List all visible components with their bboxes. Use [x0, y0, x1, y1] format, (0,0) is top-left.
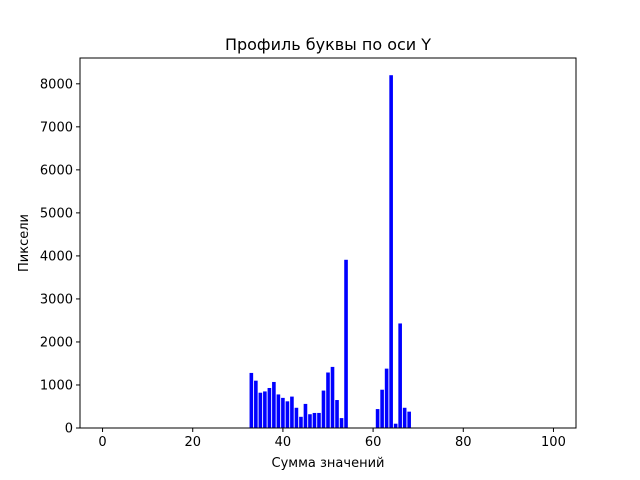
x-axis-label: Сумма значений — [272, 456, 385, 471]
bar-45 — [303, 403, 308, 428]
y-axis-label: Пиксели — [17, 214, 32, 272]
bar-48 — [317, 412, 321, 428]
y-tick-label: 2000 — [40, 335, 73, 350]
bar-34 — [254, 380, 258, 428]
x-tick-label: 0 — [98, 435, 106, 450]
y-tick-label: 0 — [65, 422, 73, 437]
bar-52 — [335, 400, 339, 428]
bar-53 — [339, 418, 344, 428]
bar-66 — [398, 323, 402, 428]
y-tick-label: 6000 — [40, 163, 73, 178]
bar-49 — [321, 390, 326, 428]
x-tick-label: 60 — [365, 435, 382, 450]
bar-63 — [384, 368, 389, 428]
y-axis-ticks: 0 1000 2000 3000 4000 5000 6000 7000 8000 — [40, 77, 80, 437]
bar-61 — [375, 409, 380, 428]
bar-35 — [258, 392, 263, 428]
plot-frame — [79, 57, 577, 429]
bar-36 — [263, 391, 267, 428]
x-tick-label: 100 — [541, 435, 566, 450]
bar-41 — [285, 401, 290, 428]
bar-43 — [294, 407, 299, 428]
bar-67 — [402, 407, 407, 428]
y-tick-label: 4000 — [40, 249, 73, 264]
bar-54 — [344, 259, 348, 428]
bar-62 — [380, 389, 384, 428]
bar-37 — [267, 387, 272, 428]
chart-title: Профиль буквы по оси Y — [225, 35, 431, 54]
bar-65 — [393, 423, 398, 428]
bar-47 — [312, 412, 317, 428]
y-tick-label: 5000 — [40, 206, 73, 221]
bar-33 — [249, 372, 254, 428]
x-tick-label: 40 — [275, 435, 292, 450]
y-tick-label: 8000 — [40, 77, 73, 92]
bar-38 — [272, 381, 276, 428]
y-tick-label: 7000 — [40, 120, 73, 135]
x-axis-ticks: 0 20 40 60 80 100 — [98, 428, 566, 450]
x-tick-label: 20 — [184, 435, 201, 450]
y-tick-label: 1000 — [40, 378, 73, 393]
bar-64 — [389, 75, 393, 429]
y-tick-label: 3000 — [40, 292, 73, 307]
bar-42 — [290, 396, 294, 428]
bar-68 — [407, 411, 411, 428]
bars-group — [249, 75, 411, 429]
bar-40 — [281, 397, 285, 428]
bar-51 — [330, 366, 335, 428]
bar-39 — [276, 394, 281, 428]
bar-44 — [299, 416, 303, 428]
x-tick-label: 80 — [455, 435, 472, 450]
bar-46 — [308, 414, 312, 428]
bar-50 — [326, 372, 330, 428]
